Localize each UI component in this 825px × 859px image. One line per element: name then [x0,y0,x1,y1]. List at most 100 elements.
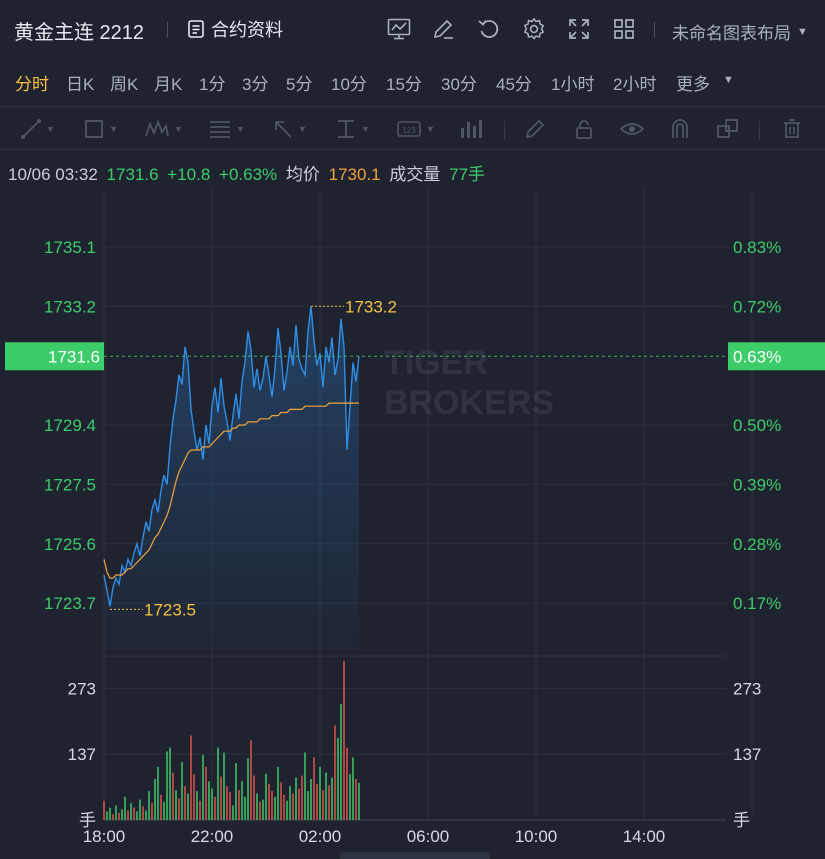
volume-bar [352,757,354,820]
volume-bar [133,807,135,820]
volume-bar [220,776,222,820]
x-axis-label: 10:00 [515,827,558,846]
period-tab[interactable]: 5分 [286,75,313,94]
y-axis-right-label: 0.39% [733,475,781,494]
x-axis-label: 18:00 [83,827,126,846]
period-tab[interactable]: 45分 [496,75,532,94]
line-tool-icon[interactable]: ▼ [20,117,55,141]
period-tab[interactable]: 3分 [242,75,269,94]
period-tab[interactable]: 分时 [15,75,49,94]
period-tab[interactable]: 1分 [199,75,226,94]
period-tab[interactable]: 10分 [331,75,367,94]
drawing-toolbar: ▼ ▼ ▼ ▼ ▼ ▼ 123 ▼ [0,106,825,150]
y-axis-right-label: 0.50% [733,416,781,435]
quote-change: +10.8 [167,165,211,184]
volume-bar [295,777,297,820]
volume-bar [250,740,252,820]
volume-bar [322,790,324,820]
volume-bar [310,779,312,820]
volume-bar [196,791,198,820]
grid-icon[interactable] [609,14,639,44]
volume-bar [184,786,186,820]
pattern-tool-icon[interactable]: ▼ [144,117,183,141]
header-divider [654,22,655,38]
volume-axis-right-label: 137 [733,745,761,764]
volume-bar [151,803,153,820]
chart-axes: 1735.1 1733.2 1729.4 1727.5 1725.6 1723.7 0.83… [5,238,825,846]
lock-icon[interactable] [573,117,595,141]
layout-dropdown[interactable]: 未命名图表布局 ▼ [672,19,808,44]
y-axis-left-label: 1727.5 [44,475,96,494]
volume-bar [214,796,216,820]
trash-icon[interactable] [781,117,803,141]
period-tab[interactable]: 1小时 [551,75,595,94]
volume-bar [349,774,351,820]
volume-bar [277,766,279,820]
avg-price-value: 1730.1 [328,165,381,184]
contract-info-label: 合约资料 [211,20,283,40]
period-tab[interactable]: 周K [110,75,139,94]
timeline-scroll-handle[interactable] [340,852,490,859]
chart-icon[interactable] [384,14,414,44]
current-pct-badge-label: 0.63% [733,347,781,366]
fullscreen-icon[interactable] [564,14,594,44]
quote-datetime: 10/06 03:32 [8,165,98,184]
instrument-title[interactable]: 黄金主连 2212 [14,22,145,44]
volume-bar [103,800,105,820]
period-tab[interactable]: 日K [66,75,95,94]
period-tab[interactable]: 15分 [386,75,422,94]
volume-bar [241,781,243,820]
quote-change-pct: +0.63% [219,165,278,184]
volume-bar [313,757,315,820]
volume-bar [124,796,126,820]
fib-tool-icon[interactable]: ▼ [210,121,245,138]
bar-tool-icon[interactable] [459,117,483,141]
copy-icon[interactable] [716,117,740,141]
volume-bar [202,754,204,820]
volume-bar [286,800,288,820]
refresh-icon[interactable] [474,14,504,44]
price-line [103,306,360,607]
layout-label: 未命名图表布局 [672,24,791,43]
price-series: 1733.2 1723.5 [103,297,726,650]
magnet-icon[interactable] [669,117,691,141]
toolbar-divider [759,121,760,139]
period-tab[interactable]: 30分 [441,75,477,94]
period-tab[interactable]: 更多 [676,75,710,94]
document-icon [188,20,204,38]
volume-bar [283,794,285,820]
volume-bar [217,747,219,820]
period-tab[interactable]: 2小时 [613,75,657,94]
watermark-line-1: TIGER [384,344,488,382]
y-axis-right-label: 0.83% [733,238,781,257]
volume-bar [169,747,171,820]
arrow-tool-icon[interactable]: ▼ [272,117,307,141]
rect-tool-icon[interactable]: ▼ [83,117,118,141]
volume-bar [343,660,345,820]
volume-value: 77手 [449,165,486,184]
contract-info-button[interactable]: 合约资料 [188,16,283,42]
y-axis-right-label: 0.17% [733,594,781,613]
volume-bar [139,799,141,820]
volume-bar [106,811,108,820]
current-price-badge-label: 1731.6 [48,347,100,366]
toolbar-divider [504,121,505,139]
pen-icon[interactable] [524,117,546,141]
measure-tool-icon[interactable]: ▼ [338,120,370,138]
volume-axis-right-label: 273 [733,679,761,698]
period-tab[interactable]: 月K [154,75,183,94]
volume-bar [160,794,162,820]
eye-icon[interactable] [619,117,645,141]
watermark: TIGER BROKERS [384,344,554,422]
volume-bar [304,752,306,820]
volume-bar [232,805,234,820]
volume-bar [226,786,228,820]
number-tool-icon[interactable]: 123 ▼ [396,117,435,141]
volume-bar [157,766,159,820]
settings-icon[interactable] [519,14,549,44]
volume-bar [238,790,240,820]
header-bar: 黄金主连 2212 合约资料 未命名图表布局 ▼ [0,0,825,58]
avg-price-label: 均价 [285,165,320,184]
draw-icon[interactable] [429,14,459,44]
